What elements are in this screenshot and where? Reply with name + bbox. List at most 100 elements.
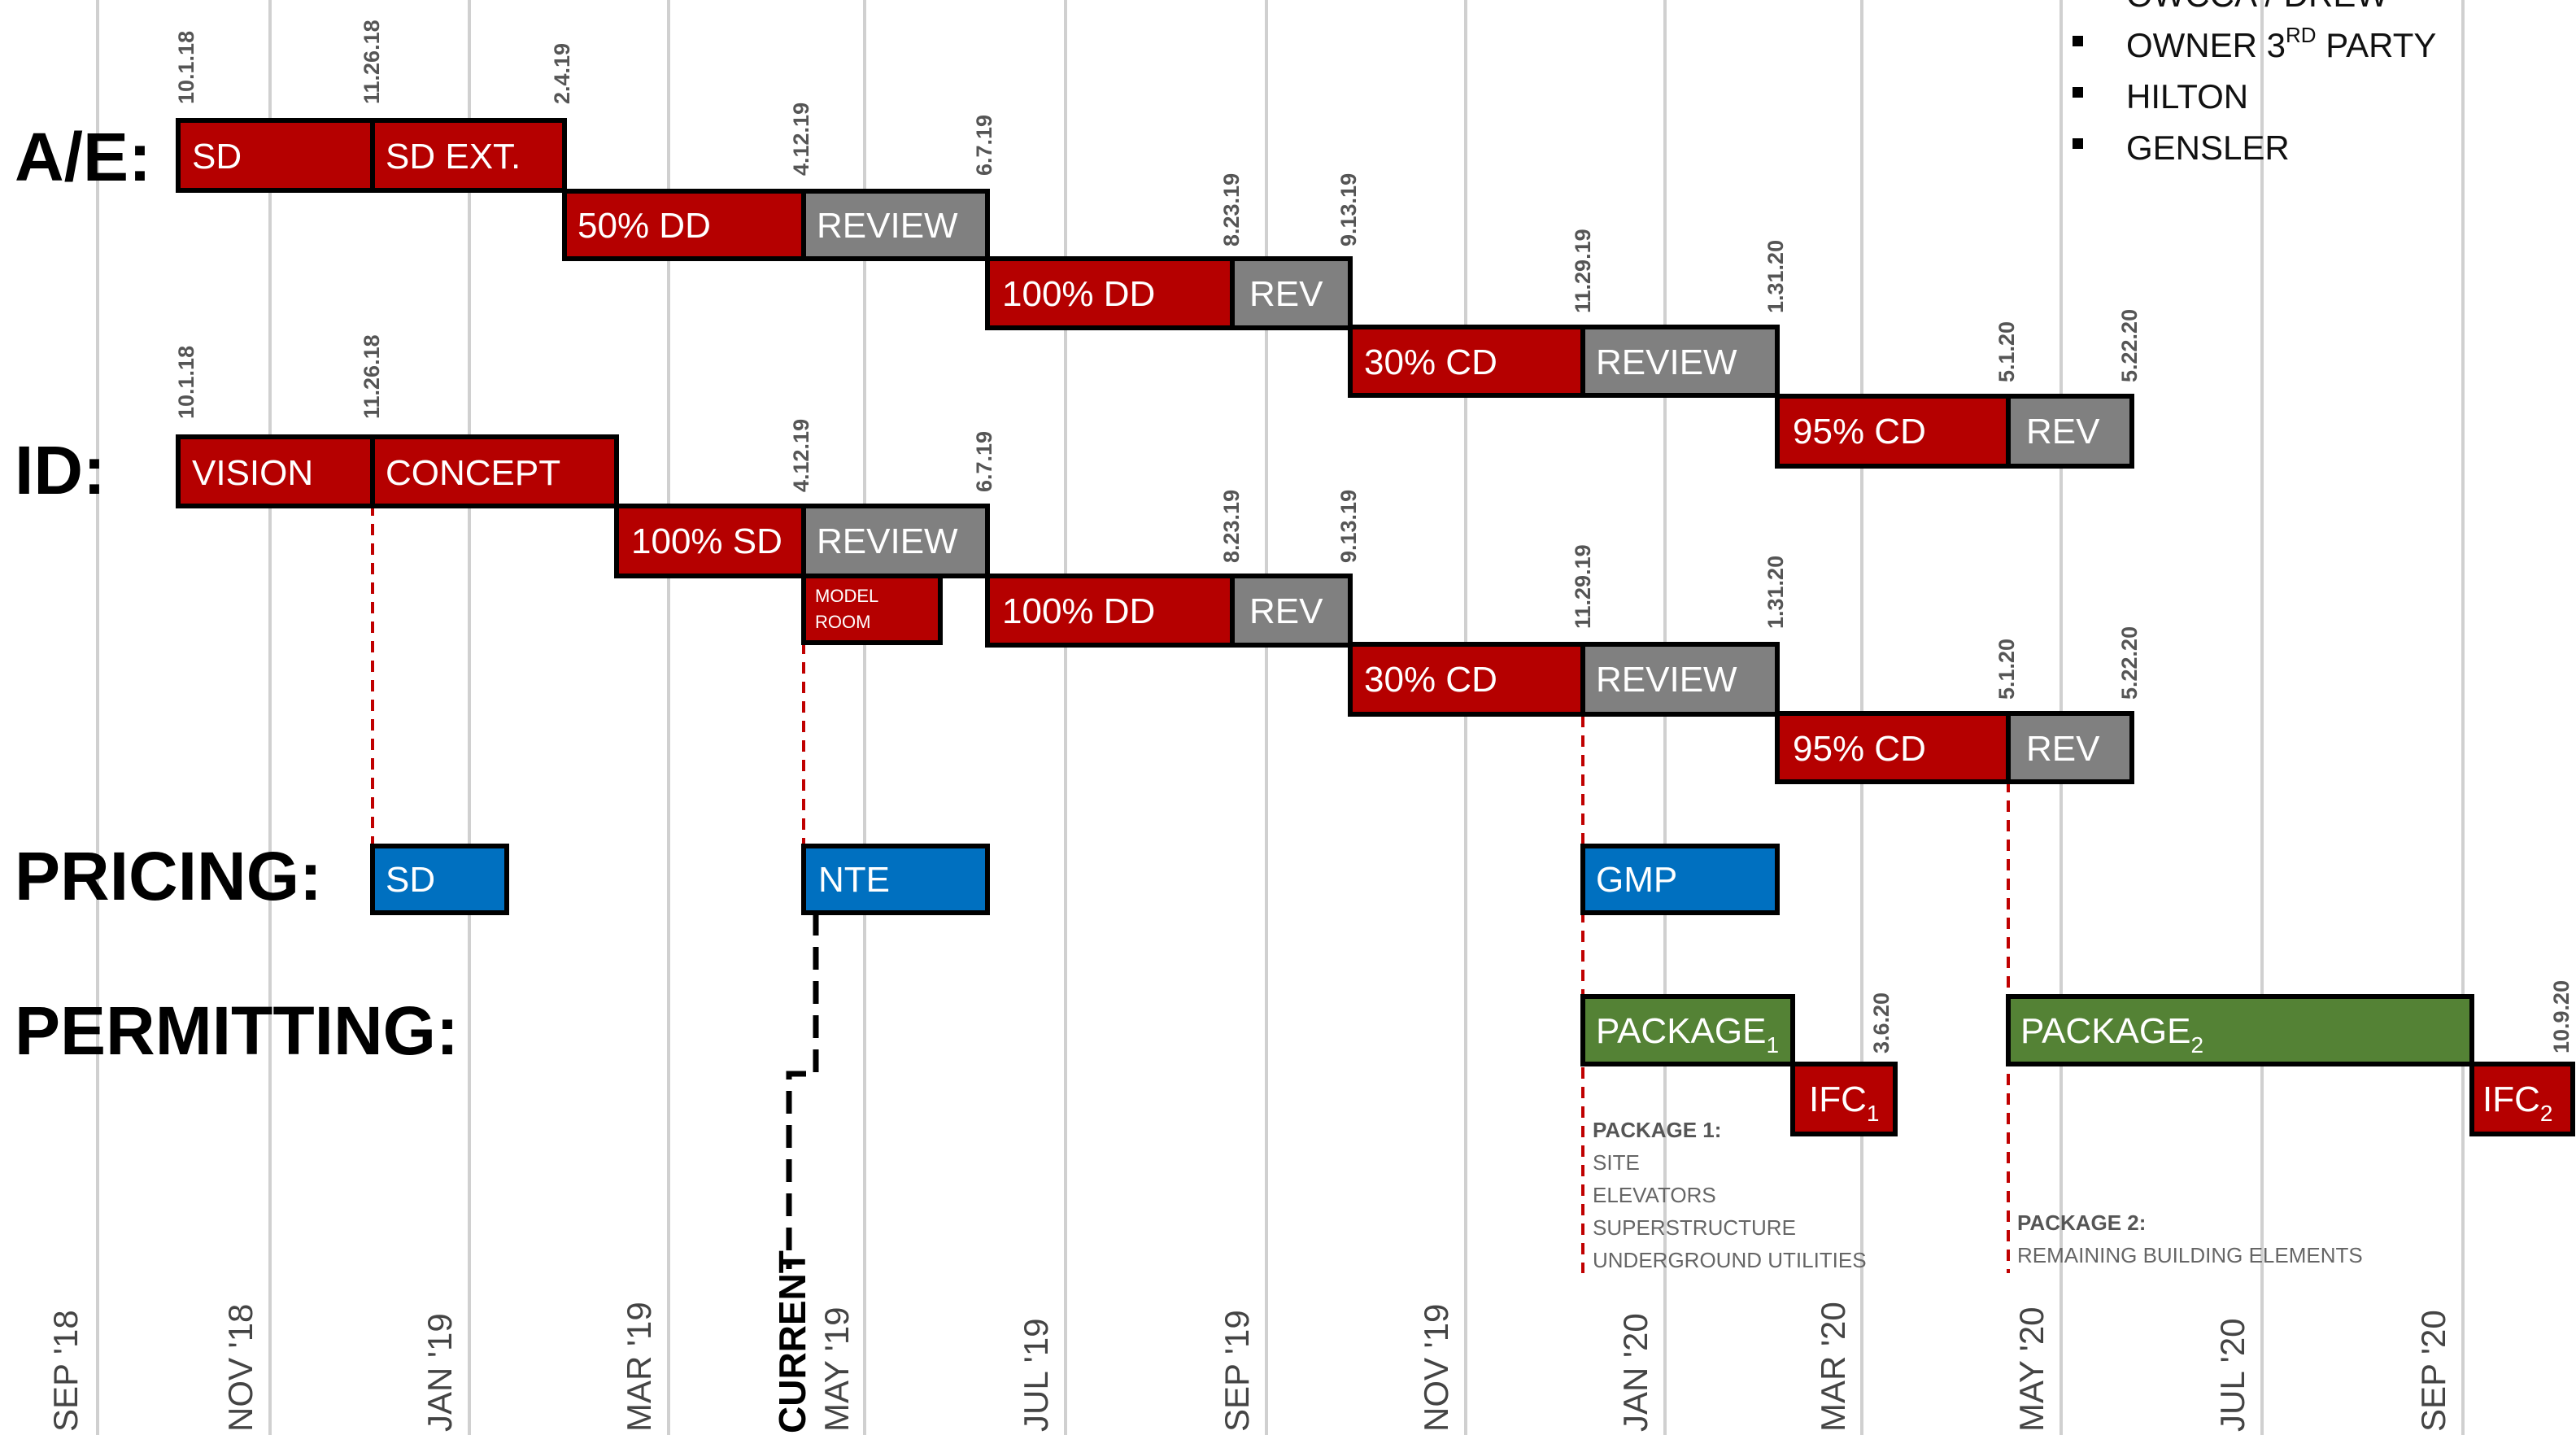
package1-label: PACKAGE1 [1596,1011,1779,1058]
package1-note-item: ELEVATORS [1593,1183,1716,1207]
month-label: JUL '20 [2213,1318,2251,1432]
legend-bullet [2073,87,2083,98]
month-label: MAY '19 [817,1306,856,1432]
date-ifc2: 10.9.20 [2549,980,2574,1053]
package1-note-title: PACKAGE 1: [1593,1118,1721,1142]
package1-note-item: SUPERSTRUCTURE [1593,1215,1796,1240]
pricing-gmp-bar [1580,844,1780,915]
date-id-cd95-end: 5.1.20 [1994,639,2019,700]
date-ae-start: 10.1.18 [174,31,198,104]
id-row [176,434,2134,784]
ae-sd-ext-label: SD EXT. [386,137,521,177]
id-labels: VISION CONCEPT 100% SD REVIEW MODEL ROOM… [192,453,2100,769]
ae-rev2-bar [2006,394,2134,469]
pricing-nte-label: NTE [818,860,890,900]
ae-review2-bar [1580,325,1780,398]
month-label: NOV '18 [221,1304,259,1432]
date-id-rev4-end: 5.22.20 [2117,626,2142,700]
ae-30cd-label: 30% CD [1364,342,1497,382]
date-id-rev3-end: 1.31.20 [1763,556,1788,629]
row-label-permitting: PERMITTING: [15,992,459,1069]
id-vision-bar [176,434,375,508]
id-review2-bar [1580,642,1780,717]
id-30cd-label: 30% CD [1364,660,1497,700]
id-review1-label: REVIEW [817,521,958,561]
pricing-gmp-label: GMP [1596,860,1677,900]
date-ae-rev2-end: 9.13.19 [1336,173,1361,246]
date-ae-sdext-end: 2.4.19 [550,43,574,104]
date-ae-rev1-end: 6.7.19 [972,115,996,176]
ae-review1-bar [801,189,990,261]
package2-note-title: PACKAGE 2: [2017,1210,2146,1235]
ae-100dd-label: 100% DD [1002,274,1155,314]
month-label: MAR '20 [1814,1302,1852,1432]
legend-item: GENSLER [2126,129,2290,167]
legend-item: OWNER 3RD PARTY [2126,23,2436,64]
pricing-nte-bar [801,844,990,915]
package2-note-item: REMAINING BUILDING ELEMENTS [2017,1243,2363,1267]
id-review1-bar [801,504,990,578]
date-id-dd-end: 8.23.19 [1219,490,1244,563]
row-label-id: ID: [15,432,106,508]
month-label: SEP '20 [2414,1310,2452,1432]
month-label: MAY '20 [2012,1306,2051,1432]
ae-review2-label: REVIEW [1596,342,1737,382]
month-label: JUL '19 [1017,1318,1055,1432]
pricing-sd-bar [370,844,509,915]
package2-label: PACKAGE2 [2020,1011,2203,1058]
date-ae-rev3-end: 1.31.20 [1763,240,1788,313]
date-ae-sd-end: 11.26.18 [360,20,384,104]
date-id-rev1-end: 6.7.19 [972,431,996,492]
current-label: CURRENT [771,1250,813,1433]
package2-bar [2006,994,2474,1066]
date-ae-dd50-end: 4.12.19 [789,102,813,176]
month-label: SEP '19 [1218,1310,1256,1432]
ifc1-bar [1790,1062,1898,1136]
row-label-pricing: PRICING: [15,838,322,914]
ifc2-label: IFC2 [2482,1080,2552,1126]
ae-95cd-bar [1775,394,2011,469]
id-rev1-bar [1230,574,1353,648]
pricing-sd-label: SD [386,860,435,900]
date-ae-cd30-end: 11.29.19 [1571,229,1595,313]
month-gridlines [96,0,2465,1435]
ae-review1-label: REVIEW [817,206,958,246]
ae-rev1-bar [1230,256,1353,330]
id-95cd-bar [1775,711,2011,784]
legend-item: HILTON [2126,77,2248,116]
package1-note-item: SITE [1593,1150,1640,1175]
month-label: SEP '18 [46,1310,85,1432]
id-95cd-label: 95% CD [1793,729,1926,769]
legend: OWCCA / DREW OWNER 3RD PARTY HILTON GENS… [2073,0,2436,167]
date-id-start: 10.1.18 [174,346,198,419]
ae-95cd-label: 95% CD [1793,412,1926,451]
date-ae-rev4-end: 5.22.20 [2117,309,2142,382]
date-id-rev2-end: 9.13.19 [1336,490,1361,563]
ae-rev1-label: REV [1249,274,1323,314]
ae-labels: SD SD EXT. 50% DD REVIEW 100% DD REV 30%… [192,137,2100,451]
ae-sd-ext-bar [370,118,567,193]
date-ifc1: 3.6.20 [1869,992,1894,1053]
id-model-room-bar [801,574,943,645]
date-id-cd30-end: 11.29.19 [1571,544,1595,629]
ifc2-bar [2469,1062,2575,1136]
ae-sd-label: SD [192,137,242,177]
month-label: JAN '19 [421,1313,459,1432]
id-concept-bar [370,434,619,508]
id-review2-label: REVIEW [1596,660,1737,700]
id-100dd-label: 100% DD [1002,591,1155,631]
legend-bullet [2073,138,2083,149]
id-model-room-label-2: ROOM [815,612,870,632]
id-vision-label: VISION [192,453,313,493]
month-label: NOV '19 [1417,1304,1455,1432]
id-100sd-label: 100% SD [631,521,782,561]
ae-row [176,118,2134,469]
package2-note: PACKAGE 2: REMAINING BUILDING ELEMENTS [2017,1210,2363,1267]
package1-bar [1580,994,1795,1066]
id-rev2-bar [2006,711,2134,784]
month-label: JAN '20 [1616,1313,1654,1432]
package1-note: PACKAGE 1: SITE ELEVATORS SUPERSTRUCTURE… [1593,1118,1867,1272]
row-label-ae: A/E: [15,119,151,195]
date-id-vision-end: 11.26.18 [360,334,384,419]
